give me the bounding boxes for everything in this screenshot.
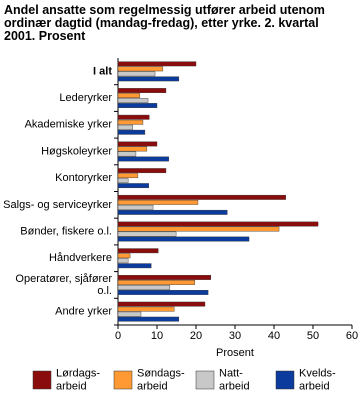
bar — [117, 311, 142, 317]
chart-title: Andel ansatte som regelmessig utfører ar… — [4, 3, 325, 43]
legend-label: Kvelds-arbeid — [299, 367, 336, 392]
bar — [117, 129, 146, 135]
legend-label: Natt-arbeid — [219, 367, 250, 392]
y-tick-label: Kontoryrker — [55, 172, 112, 184]
legend-label: Lørdags-arbeid — [56, 367, 100, 392]
bar — [117, 301, 206, 307]
legend-swatch — [195, 370, 215, 390]
y-tick-label: Håndverkere — [49, 252, 112, 264]
bar — [117, 275, 212, 280]
bar — [117, 76, 180, 82]
y-tick-label: Høgskoleyrker — [41, 145, 112, 157]
legend-label: Søndags-arbeid — [137, 367, 185, 392]
bar — [117, 226, 280, 232]
x-tick-label: 40 — [268, 330, 280, 342]
y-tick-label: Lederyrker — [59, 92, 112, 104]
bar — [117, 103, 158, 108]
x-tick-label: 10 — [151, 330, 163, 342]
bar — [117, 280, 196, 285]
bar — [117, 236, 250, 242]
bar — [117, 114, 150, 120]
y-tick-label: Operatører, sjåfører o.l. — [15, 273, 112, 297]
y-tick-label: Andre yrker — [55, 306, 112, 318]
bar — [117, 151, 137, 157]
bar — [117, 119, 144, 125]
x-tick-label: 60 — [346, 330, 358, 342]
bar — [117, 258, 129, 264]
bar — [117, 231, 177, 237]
bar — [117, 88, 167, 93]
bar — [117, 248, 159, 254]
bar — [117, 124, 134, 130]
bar — [117, 221, 319, 227]
x-tick-label: 50 — [307, 330, 319, 342]
y-tick-label: I alt — [93, 65, 112, 77]
bar — [117, 194, 286, 200]
bar — [117, 316, 180, 322]
bar — [117, 253, 131, 259]
legend-swatch — [275, 370, 295, 390]
bar — [117, 156, 169, 162]
bar — [117, 209, 228, 215]
bar — [117, 183, 150, 189]
bar — [117, 285, 171, 290]
x-tick-label: 0 — [115, 330, 121, 342]
x-axis-label: Prosent — [216, 347, 254, 359]
legend-swatch — [32, 370, 52, 390]
bar — [117, 306, 175, 312]
bar — [117, 178, 129, 184]
legend-swatch — [113, 370, 133, 390]
bar — [117, 173, 139, 179]
bar — [117, 93, 141, 98]
x-tick-label: 20 — [190, 330, 202, 342]
y-tick-label: Bønder, fiskere o.l. — [20, 225, 112, 237]
bar — [117, 146, 148, 152]
bar — [117, 141, 158, 147]
bar — [117, 263, 152, 269]
y-tick-label: Salgs- og serviceyrker — [3, 199, 112, 211]
bar — [117, 66, 164, 72]
bar — [117, 71, 156, 77]
bar — [117, 204, 154, 210]
bar — [117, 168, 167, 174]
x-tick-label: 30 — [229, 330, 241, 342]
bar — [117, 290, 209, 295]
bar — [117, 199, 199, 205]
y-tick-label: Akademiske yrker — [25, 119, 113, 131]
bar — [117, 61, 197, 67]
bar — [117, 98, 149, 103]
